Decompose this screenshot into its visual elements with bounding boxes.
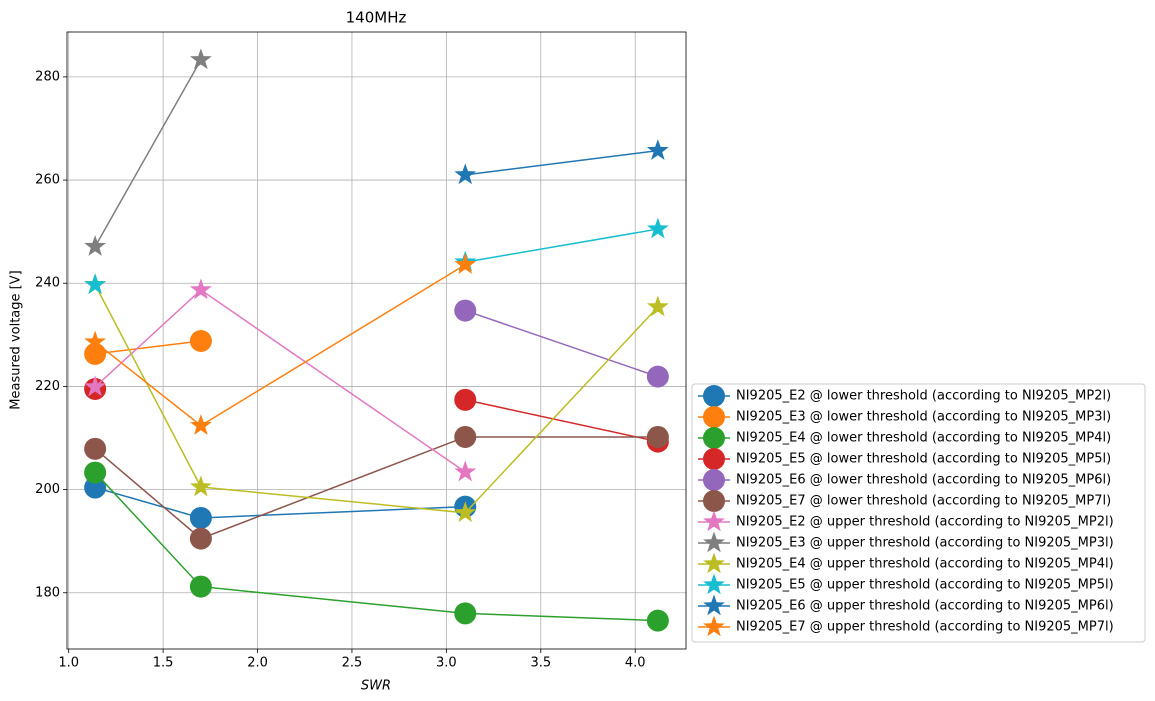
data-point (84, 375, 107, 397)
legend-marker (703, 490, 725, 512)
legend-marker (703, 385, 725, 407)
data-point (454, 163, 477, 185)
legend-marker (703, 427, 725, 449)
y-tick-label: 220 (35, 379, 60, 394)
data-point (189, 278, 212, 300)
data-point (189, 475, 212, 497)
series-line (94, 486, 466, 519)
legend-marker (703, 615, 725, 637)
legend-marker (703, 510, 725, 532)
data-point (189, 506, 212, 529)
data-point (454, 253, 477, 274)
x-tick-label: 1.0 (58, 656, 79, 671)
x-tick-label: 4.0 (625, 656, 646, 671)
data-point (189, 527, 212, 550)
legend-label: NI9205_E2 @ upper threshold (according t… (736, 515, 1114, 530)
legend-label: NI9205_E7 @ lower threshold (according t… (736, 494, 1111, 509)
legend-label: NI9205_E4 @ lower threshold (according t… (736, 431, 1111, 446)
data-point (84, 461, 107, 484)
y-tick-label: 240 (35, 276, 60, 291)
series-line (465, 399, 659, 443)
legend-label: NI9205_E7 @ upper threshold (according t… (736, 620, 1114, 635)
legend-label: NI9205_E3 @ lower threshold (according t… (736, 410, 1111, 425)
legend-label: NI9205_E5 @ upper threshold (according t… (736, 578, 1114, 593)
data-point (646, 365, 669, 388)
data-point (454, 501, 477, 523)
data-point (84, 437, 107, 460)
data-point (454, 460, 477, 482)
legend-label: NI9205_E4 @ upper threshold (according t… (736, 557, 1114, 572)
x-axis-label: SWR (361, 679, 391, 694)
series-line (465, 149, 658, 176)
data-point (189, 575, 212, 598)
legend-label: NI9205_E6 @ lower threshold (according t… (736, 473, 1111, 488)
data-point (646, 139, 669, 160)
chart-title: 140MHz (346, 9, 407, 27)
data-point (454, 299, 477, 322)
legend-marker (703, 448, 725, 470)
data-point (646, 217, 669, 239)
series-line (94, 436, 658, 540)
y-tick-label: 260 (35, 173, 60, 188)
x-tick-label: 2.5 (342, 656, 363, 671)
data-point (84, 330, 107, 352)
series-line (95, 340, 201, 355)
data-point (454, 388, 477, 411)
x-tick-label: 3.0 (436, 656, 457, 671)
plot-frame (66, 31, 687, 650)
legend-label: NI9205_E5 @ lower threshold (according t… (736, 452, 1111, 467)
data-point (646, 425, 669, 448)
y-axis-label: Measured voltage [V] (9, 270, 24, 409)
legend-label: NI9205_E6 @ upper threshold (according t… (736, 599, 1114, 614)
series-line (94, 59, 202, 247)
series-line (94, 472, 658, 622)
data-point (646, 609, 669, 632)
data-point (454, 425, 477, 448)
y-tick-label: 200 (35, 482, 60, 497)
legend-marker (703, 573, 725, 595)
legend-marker (703, 552, 725, 574)
data-point (646, 295, 669, 317)
data-point (454, 602, 477, 625)
legend-marker (703, 406, 725, 428)
x-tick-label: 1.5 (153, 656, 174, 671)
x-tick-label: 2.0 (247, 656, 268, 671)
series-line (94, 288, 466, 473)
legend-marker (703, 531, 725, 553)
x-tick-label: 3.5 (530, 656, 551, 671)
legend-label: NI9205_E3 @ upper threshold (according t… (736, 536, 1114, 551)
legend-marker (703, 594, 725, 616)
data-point (189, 48, 212, 70)
data-point (84, 235, 107, 256)
data-point (189, 414, 212, 435)
data-point (189, 330, 212, 353)
y-tick-label: 180 (35, 585, 60, 600)
series-line (465, 309, 659, 378)
series-line (465, 228, 658, 263)
series-line (94, 284, 659, 514)
y-tick-label: 280 (35, 69, 60, 84)
data-point (84, 273, 107, 295)
legend-marker (703, 469, 725, 491)
legend-box (691, 383, 1146, 643)
legend-label: NI9205_E2 @ lower threshold (according t… (736, 389, 1111, 404)
